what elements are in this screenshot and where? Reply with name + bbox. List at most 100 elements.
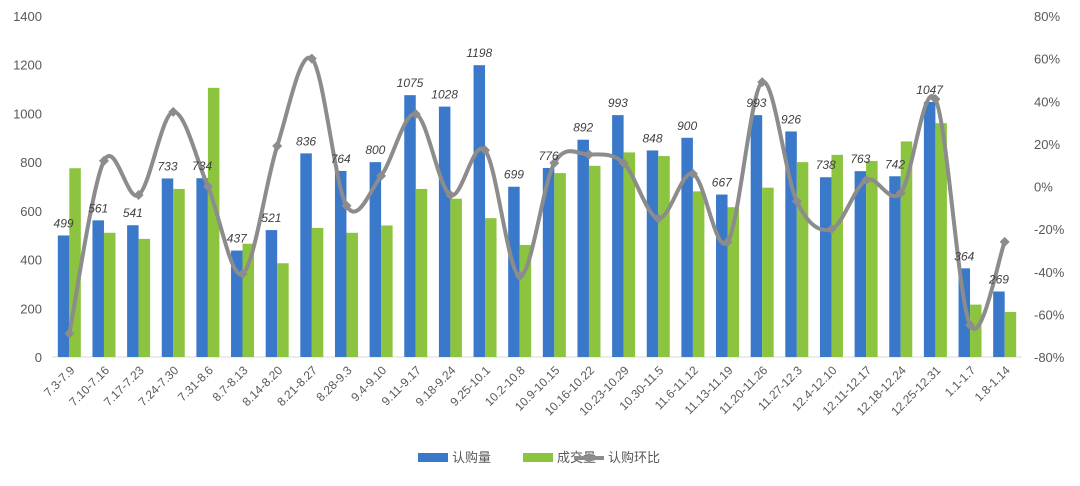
bar-subscription	[127, 225, 139, 357]
line-point-marker	[618, 158, 629, 169]
bar-transaction	[485, 218, 497, 357]
bar-transaction	[796, 162, 809, 357]
data-label: 926	[781, 112, 801, 126]
y-left-tick-label: 600	[20, 204, 42, 219]
bar-subscription	[57, 235, 70, 357]
y-left-tick-label: 1400	[13, 9, 42, 24]
bar-subscription	[161, 178, 174, 357]
bar-subscription	[196, 178, 208, 357]
data-label: 738	[816, 158, 836, 172]
bar-subscription	[819, 177, 832, 357]
x-tick-label: 7.31-8.6	[175, 363, 216, 404]
bar-transaction	[242, 243, 255, 357]
data-label: 521	[261, 211, 281, 225]
bar-transaction	[623, 152, 636, 357]
bar-subscription	[681, 137, 693, 357]
y-right-tick-label: -80%	[1034, 350, 1065, 365]
data-label: 364	[954, 249, 974, 263]
bar-transaction	[935, 123, 947, 358]
bar-transaction	[658, 156, 670, 357]
legend-label-subscription: 认购量	[452, 450, 491, 465]
bar-transaction	[900, 141, 913, 357]
data-label: 776	[539, 149, 559, 163]
legend-swatch-subscription	[418, 453, 448, 462]
line-point-marker	[410, 109, 421, 120]
y-right-tick-label: -40%	[1034, 265, 1065, 280]
data-label: 733	[157, 159, 177, 173]
line-point-marker	[549, 158, 560, 169]
line-point-marker	[237, 268, 248, 279]
line-point-marker	[64, 328, 75, 339]
data-label: 269	[988, 272, 1009, 286]
data-label: 836	[296, 134, 316, 148]
bar-subscription	[993, 291, 1005, 357]
y-left-tick-label: 1200	[13, 58, 42, 73]
bar-subscription	[958, 268, 971, 357]
data-label: 900	[677, 119, 697, 133]
y-left-tick-label: 1000	[13, 106, 42, 121]
line-point-marker	[445, 190, 456, 201]
data-label: 993	[608, 96, 628, 110]
line-point-marker	[272, 141, 283, 152]
bar-subscription	[646, 150, 659, 357]
bar-transaction	[970, 304, 982, 357]
bar-subscription	[265, 230, 278, 357]
data-label: 763	[850, 152, 870, 166]
bar-transaction	[519, 244, 532, 357]
bar-transaction	[866, 160, 878, 357]
bar-subscription	[854, 171, 867, 357]
data-label: 699	[504, 168, 524, 182]
data-label: 667	[712, 176, 733, 190]
legend-swatch-mom-marker	[584, 453, 594, 463]
bar-transaction	[69, 168, 81, 357]
line-point-marker	[583, 149, 594, 160]
line-point-marker	[930, 94, 941, 105]
bar-subscription	[716, 194, 728, 357]
bar-transaction	[346, 232, 358, 357]
bar-subscription	[923, 101, 936, 357]
data-label: 734	[192, 159, 212, 173]
y-left-tick-label: 200	[20, 301, 42, 316]
line-point-marker	[965, 320, 976, 331]
bar-subscription	[612, 115, 624, 357]
line-point-marker	[306, 53, 317, 64]
legend-swatch-transaction	[523, 453, 553, 462]
data-label: 541	[123, 206, 143, 220]
line-point-marker	[757, 77, 768, 88]
data-label: 764	[331, 152, 351, 166]
bar-subscription	[334, 170, 347, 357]
bar-transaction	[415, 188, 428, 357]
data-label: 1198	[466, 46, 492, 60]
y-left-tick-label: 0	[35, 350, 42, 365]
bar-transaction	[311, 227, 324, 357]
line-point-marker	[687, 168, 698, 179]
bar-transaction	[207, 87, 220, 357]
line-point-marker	[168, 106, 179, 117]
bar-transaction	[450, 198, 462, 357]
data-label: 1047	[916, 83, 944, 97]
data-label: 892	[573, 121, 593, 135]
bar-subscription	[889, 176, 901, 357]
data-label: 437	[227, 232, 248, 246]
bar-transaction	[762, 187, 774, 357]
bar-subscription	[231, 250, 243, 357]
bar-subscription	[438, 106, 451, 357]
bar-subscription	[300, 153, 312, 357]
bar-transaction	[554, 173, 566, 357]
line-point-marker	[999, 236, 1010, 247]
line-point-marker	[791, 196, 802, 207]
y-right-tick-label: 0%	[1034, 180, 1053, 195]
line-point-marker	[861, 175, 872, 186]
data-label: 1075	[397, 76, 424, 90]
data-label: 1028	[431, 88, 458, 102]
bar-transaction	[692, 191, 705, 357]
bar-subscription	[750, 115, 763, 357]
bar-subscription	[577, 139, 589, 357]
line-point-marker	[514, 271, 525, 282]
bar-transaction	[588, 165, 601, 357]
data-label: 499	[54, 216, 74, 230]
x-tick-label: 1.8-1.14	[972, 363, 1013, 404]
y-right-tick-label: 60%	[1034, 52, 1060, 67]
